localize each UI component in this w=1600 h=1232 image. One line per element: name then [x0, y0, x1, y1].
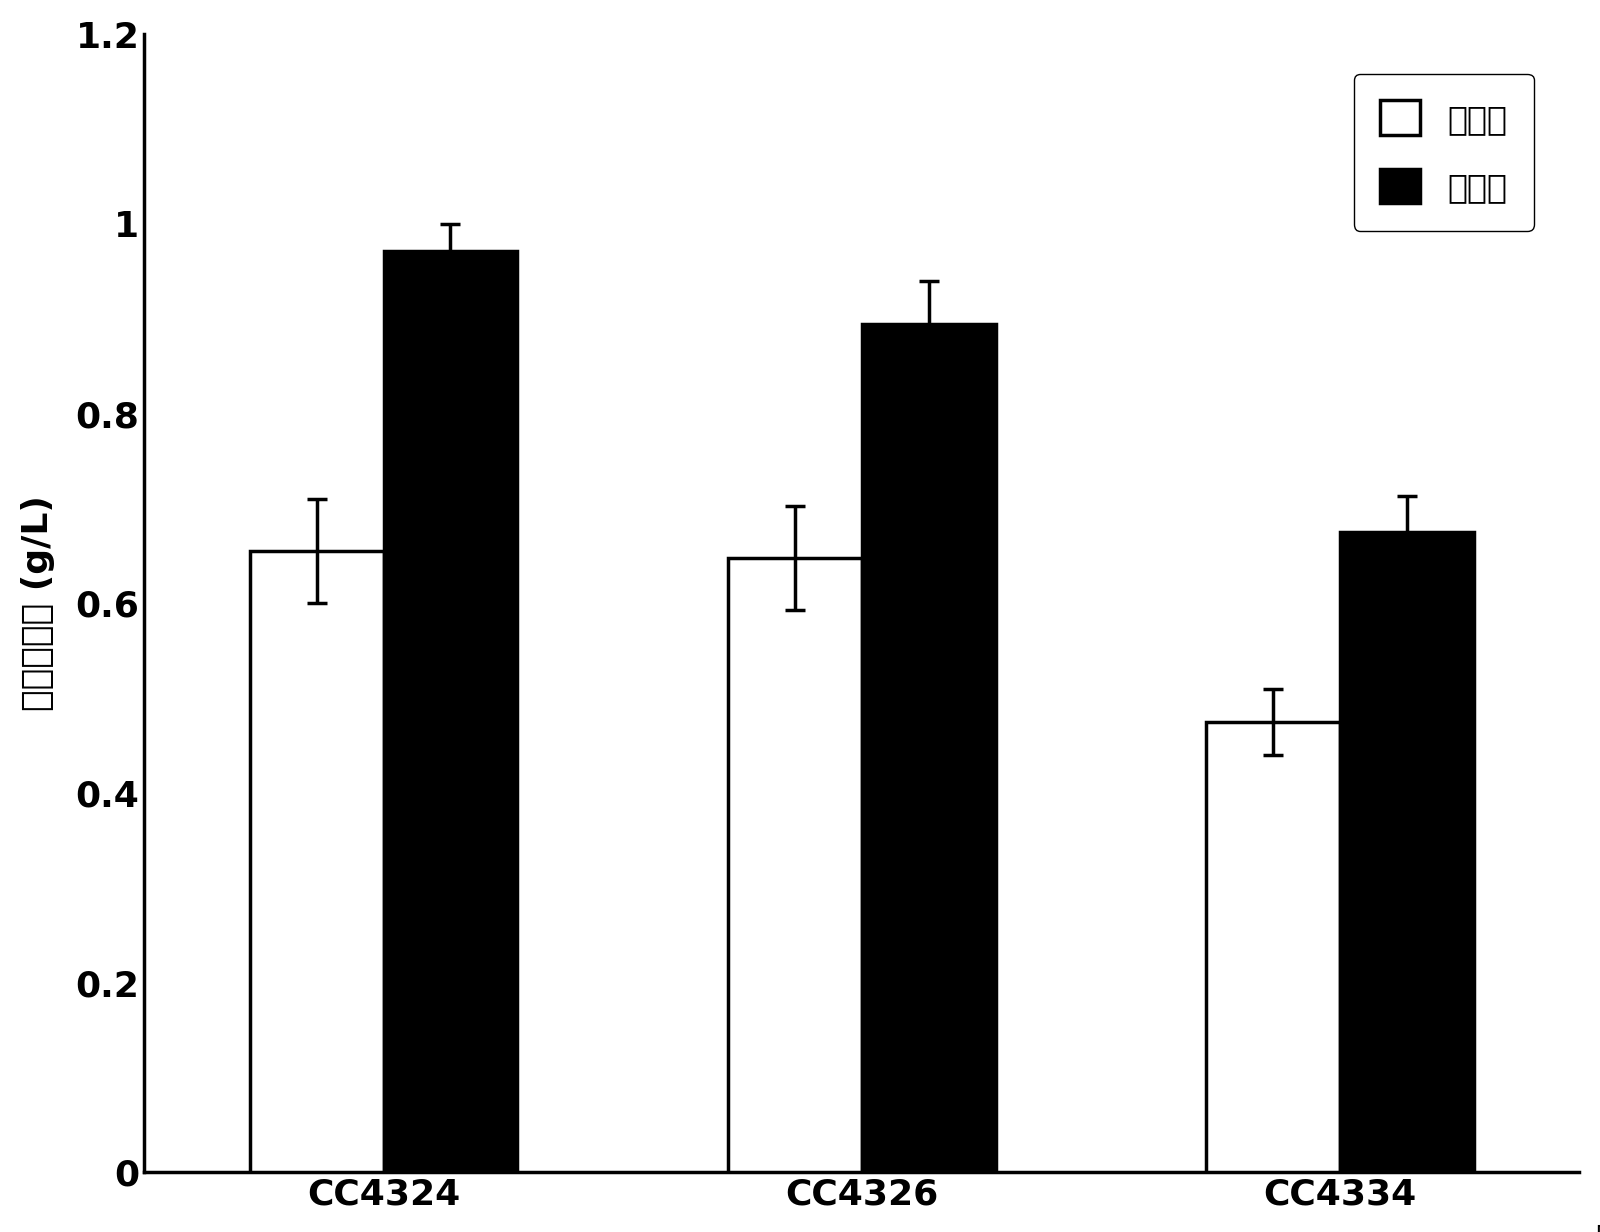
Bar [384, 250, 517, 1173]
Y-axis label: 生物量浓度 (g/L): 生物量浓度 (g/L) [21, 495, 54, 711]
Bar [250, 551, 384, 1173]
Bar [862, 324, 995, 1173]
Bar [728, 558, 862, 1173]
Text: 微藻株: 微藻株 [1595, 1223, 1600, 1232]
Bar [1341, 532, 1474, 1173]
Bar [1206, 722, 1341, 1173]
Legend: 未进化, 已进化: 未进化, 已进化 [1354, 74, 1534, 232]
